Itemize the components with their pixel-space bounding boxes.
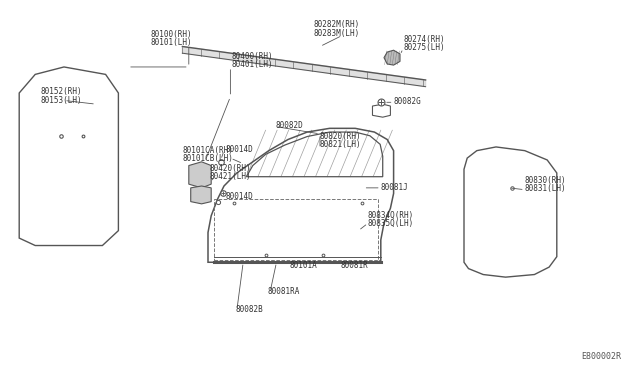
Text: E800002R: E800002R	[581, 352, 621, 361]
Text: 80820(RH): 80820(RH)	[320, 132, 362, 141]
Text: 80834Q(RH): 80834Q(RH)	[368, 211, 414, 220]
Text: 80282M(RH): 80282M(RH)	[314, 20, 360, 29]
Text: 80101(LH): 80101(LH)	[150, 38, 192, 47]
Text: 80082B: 80082B	[236, 305, 263, 314]
Text: 80081R: 80081R	[340, 261, 368, 270]
Text: 80082D: 80082D	[275, 121, 303, 130]
Polygon shape	[384, 50, 400, 65]
Text: 80283M(LH): 80283M(LH)	[314, 29, 360, 38]
Text: 80101CA(RH): 80101CA(RH)	[182, 146, 233, 155]
Text: 80101CB(LH): 80101CB(LH)	[182, 154, 233, 163]
Text: 80152(RH): 80152(RH)	[40, 87, 82, 96]
Text: 80420(RH): 80420(RH)	[210, 164, 252, 173]
Text: 80081J: 80081J	[380, 183, 408, 192]
Polygon shape	[189, 162, 211, 188]
Text: 80830(RH): 80830(RH)	[525, 176, 566, 185]
Text: 80014D: 80014D	[225, 145, 253, 154]
Text: 80421(LH): 80421(LH)	[210, 172, 252, 181]
Text: 80274(RH): 80274(RH)	[403, 35, 445, 44]
Text: 80401(LH): 80401(LH)	[232, 60, 273, 69]
Text: 80082G: 80082G	[394, 97, 421, 106]
Polygon shape	[191, 186, 211, 204]
Text: 80014D: 80014D	[225, 192, 253, 201]
Polygon shape	[182, 46, 426, 87]
Text: 80101A: 80101A	[289, 261, 317, 270]
Text: 80400(RH): 80400(RH)	[232, 52, 273, 61]
Text: 80831(LH): 80831(LH)	[525, 185, 566, 193]
Text: 80100(RH): 80100(RH)	[150, 30, 192, 39]
Text: 80275(LH): 80275(LH)	[403, 44, 445, 52]
Text: 80081RA: 80081RA	[268, 287, 300, 296]
Text: 80153(LH): 80153(LH)	[40, 96, 82, 105]
Text: 80835Q(LH): 80835Q(LH)	[368, 219, 414, 228]
Text: 80821(LH): 80821(LH)	[320, 140, 362, 149]
